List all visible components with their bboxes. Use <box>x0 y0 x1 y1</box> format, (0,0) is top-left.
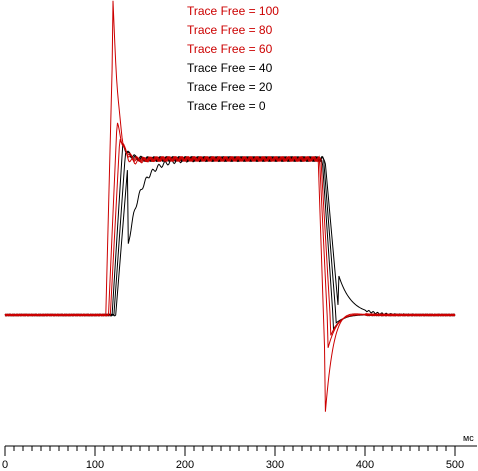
x-axis: 0 100 200 300 400 500 мс <box>2 433 477 471</box>
legend-entry-0: Trace Free = 100 <box>187 4 279 18</box>
trace-line-5 <box>4 156 456 317</box>
legend-entry-4: Trace Free = 20 <box>187 80 273 94</box>
x-tick-label: 0 <box>2 459 8 471</box>
x-tick-label: 500 <box>446 459 464 471</box>
x-axis-unit-label: мс <box>463 433 474 443</box>
legend: Trace Free = 100 Trace Free = 80 Trace Fre… <box>187 4 279 113</box>
x-tick-label: 200 <box>176 459 194 471</box>
trace-line-2 <box>4 139 456 336</box>
legend-entry-1: Trace Free = 80 <box>187 23 273 37</box>
x-tick-label: 300 <box>266 459 284 471</box>
legend-entry-2: Trace Free = 60 <box>187 42 273 56</box>
x-tick-label: 400 <box>356 459 374 471</box>
trace-line-3 <box>4 143 456 331</box>
trace-line-4 <box>4 150 456 324</box>
legend-entry-3: Trace Free = 40 <box>187 61 273 75</box>
trace-lines <box>4 0 456 412</box>
x-tick-label: 100 <box>86 459 104 471</box>
legend-entry-5: Trace Free = 0 <box>187 99 266 113</box>
trace-line-1 <box>4 122 456 348</box>
trace-line-0 <box>4 0 456 412</box>
